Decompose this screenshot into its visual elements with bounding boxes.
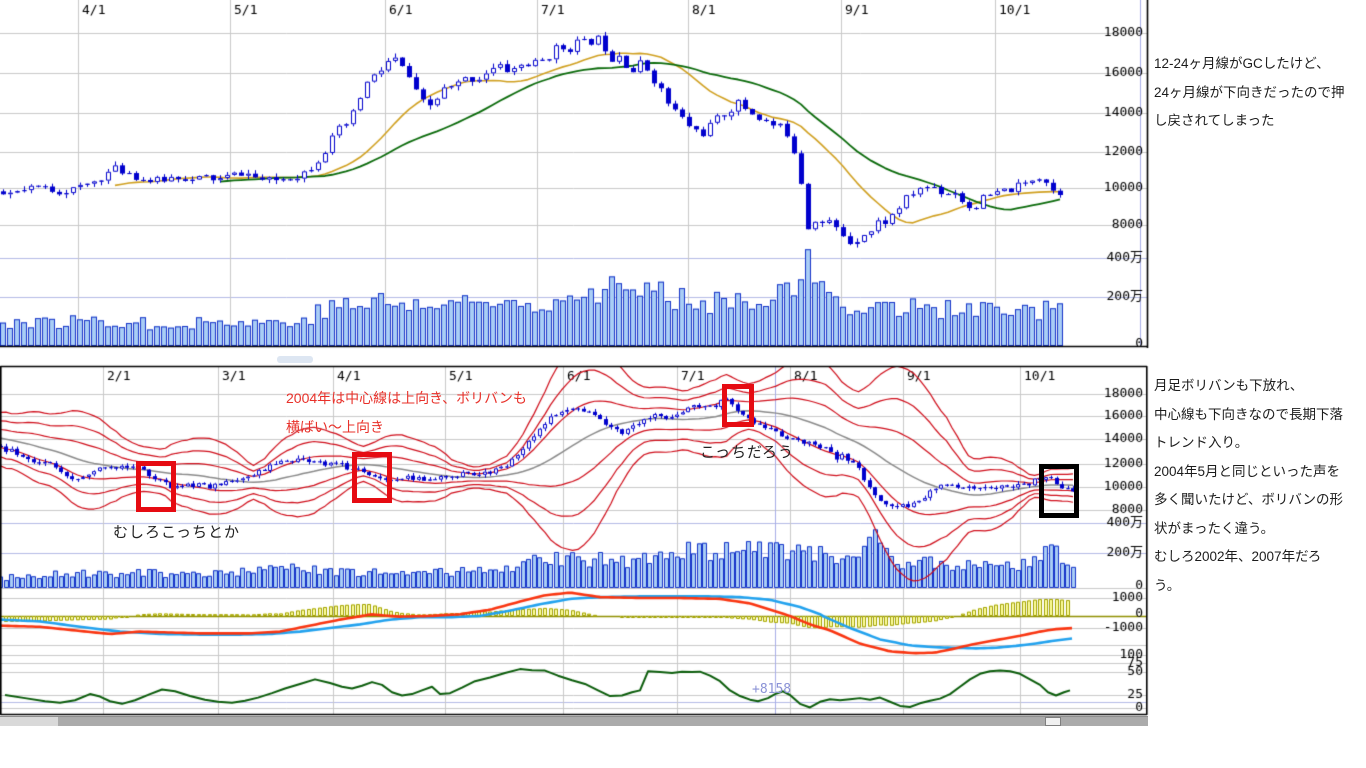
note-line: う。: [1154, 577, 1181, 593]
note-line: 状がまったく違う。: [1154, 520, 1275, 536]
note-line: 24ヶ月線が下向きだったので押: [1154, 84, 1345, 100]
top-chart-scrollbar-remnant: [277, 356, 313, 363]
scrollbar-left-cap[interactable]: [0, 717, 58, 726]
note-line: 中心線も下向きなので長期下落: [1154, 406, 1343, 422]
note-line: し戻されてしまった: [1154, 113, 1275, 128]
highlight-box-red-2: [352, 452, 392, 503]
note-line: 2004年5月と同じといった声を: [1154, 463, 1341, 479]
highlight-box-black: [1039, 464, 1079, 518]
side-note-top: 12-24ヶ月線がGCしたけど、 24ヶ月線が下向きだったので押 し戻されてしまった: [1154, 50, 1345, 136]
highlight-box-red-1: [136, 461, 176, 512]
charts-canvas[interactable]: [0, 0, 1150, 768]
note-line: むしろ2002年、2007年だろ: [1154, 549, 1322, 564]
note-line: 月足ボリバンも下放れ、: [1154, 378, 1304, 393]
side-note-bottom: 月足ボリバンも下放れ、中心線も下向きなので長期下落 トレンド入り。 2004年5月と…: [1154, 372, 1343, 600]
chart-stage: 2004年は中心線は上向き、ボリバンも 横ばい〜上向き こっちだろう むしろこっ…: [0, 0, 1150, 768]
scrollbar-thumb[interactable]: [1045, 717, 1061, 726]
highlight-box-red-3: [722, 384, 754, 427]
note-line: トレンド入り。: [1154, 435, 1249, 450]
note-line: 12-24ヶ月線がGCしたけど、: [1154, 56, 1330, 71]
note-line: 多く聞いたけど、ボリバンの形: [1154, 492, 1343, 507]
horizontal-scrollbar[interactable]: [0, 716, 1148, 726]
